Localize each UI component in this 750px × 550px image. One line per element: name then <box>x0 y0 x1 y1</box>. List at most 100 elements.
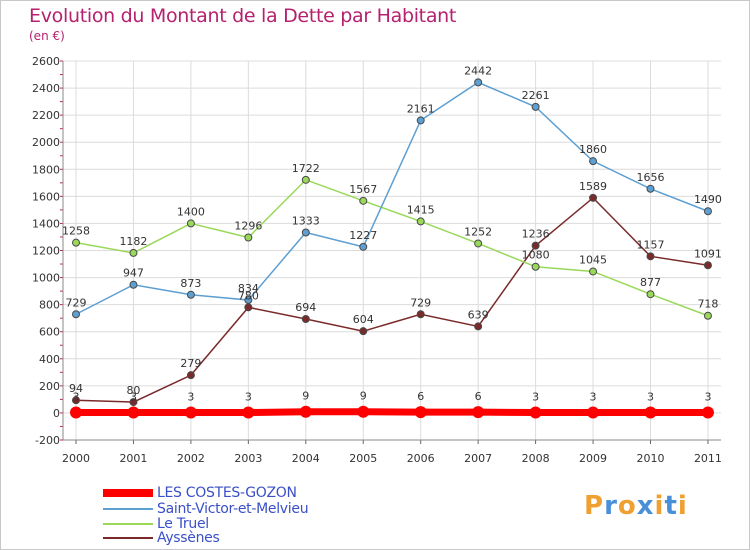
y-tick-label: 800 <box>39 299 60 312</box>
data-point <box>72 396 80 405</box>
data-label: 3 <box>187 391 194 404</box>
y-tick-label: 1200 <box>32 245 60 258</box>
data-label: 3 <box>532 391 539 404</box>
data-label: 1400 <box>177 205 205 218</box>
x-tick-label: 2005 <box>349 452 377 465</box>
data-point <box>472 406 485 419</box>
data-label: 1333 <box>292 214 320 227</box>
y-tick-label: 1000 <box>32 272 60 285</box>
data-label: 3 <box>704 391 711 404</box>
data-point <box>242 406 255 419</box>
y-tick-label: 1600 <box>32 190 60 203</box>
data-point <box>531 102 540 111</box>
legend-item-saint-victor-et-melvieu: Saint-Victor-et-Melvieu <box>103 501 309 517</box>
data-point <box>703 311 712 320</box>
proxiti-logo: Proxiti <box>584 491 688 521</box>
data-label: 3 <box>73 391 80 404</box>
y-tick-label: 2000 <box>32 136 60 149</box>
data-point <box>414 406 427 419</box>
data-point <box>703 261 712 270</box>
data-point <box>244 296 253 305</box>
x-tick-label: 2010 <box>637 452 665 465</box>
data-point <box>589 267 598 276</box>
data-point <box>127 406 140 419</box>
data-label: 9 <box>302 390 309 403</box>
data-point <box>474 78 483 87</box>
data-point <box>531 241 540 250</box>
data-label: 1227 <box>349 229 377 242</box>
data-point <box>589 157 598 166</box>
data-point <box>357 405 370 418</box>
data-point <box>416 217 425 226</box>
legend-label: Ayssènes <box>157 530 220 546</box>
data-label: 1415 <box>407 203 435 216</box>
data-label: 1656 <box>637 171 665 184</box>
x-tick-label: 2003 <box>234 452 262 465</box>
chart-subtitle: (en €) <box>29 29 65 43</box>
y-tick-label: -200 <box>35 434 60 447</box>
data-point <box>186 290 195 299</box>
data-label: 1490 <box>694 193 722 206</box>
data-label: 6 <box>475 390 482 403</box>
y-tick-label: 2600 <box>32 55 60 68</box>
y-tick-label: 0 <box>53 407 60 420</box>
data-label: 3 <box>245 391 252 404</box>
chart-title: Evolution du Montant de la Dette par Hab… <box>29 5 457 27</box>
data-point <box>416 310 425 319</box>
data-point <box>70 406 82 419</box>
data-label: 80 <box>126 384 140 397</box>
y-tick-label: 1400 <box>32 217 60 230</box>
y-tick-label: 600 <box>39 326 60 339</box>
data-label: 639 <box>468 308 489 321</box>
data-point <box>184 406 197 419</box>
data-point <box>474 239 483 248</box>
legend-label: LES COSTES-GOZON <box>157 485 297 501</box>
data-label: 1091 <box>694 247 722 260</box>
data-point <box>299 405 312 418</box>
data-point <box>589 193 598 202</box>
data-label: 873 <box>180 277 201 290</box>
legend-swatch <box>103 508 153 510</box>
data-label: 2442 <box>464 64 492 77</box>
data-label: 729 <box>66 296 87 309</box>
data-point <box>416 116 425 125</box>
data-label: 1567 <box>349 183 377 196</box>
x-tick-label: 2006 <box>407 452 435 465</box>
x-tick-label: 2008 <box>522 452 550 465</box>
y-tick-label: 400 <box>39 353 60 366</box>
data-label: 1258 <box>62 225 90 238</box>
data-point <box>646 252 655 261</box>
data-point <box>244 303 253 312</box>
data-label: 694 <box>295 301 316 314</box>
data-label: 834 <box>238 282 259 295</box>
data-point <box>359 327 368 336</box>
data-point <box>301 228 310 237</box>
data-point <box>701 406 714 419</box>
data-point <box>529 406 542 419</box>
data-label: 9 <box>360 390 367 403</box>
data-point <box>703 207 712 216</box>
data-label: 94 <box>69 382 83 395</box>
data-label: 2261 <box>522 89 550 102</box>
data-point <box>474 322 483 331</box>
legend-item-ayssenes: Ayssènes <box>103 530 220 546</box>
data-point <box>72 310 80 319</box>
x-tick-label: 2009 <box>579 452 607 465</box>
data-point <box>301 175 310 184</box>
series-line <box>75 81 709 315</box>
data-label: 947 <box>123 267 144 280</box>
legend-label: Le Truel <box>157 516 209 532</box>
data-point <box>186 219 195 228</box>
data-label: 3 <box>590 391 597 404</box>
data-point <box>646 184 655 193</box>
x-tick-label: 2002 <box>177 452 205 465</box>
data-point <box>301 314 310 323</box>
data-label: 1080 <box>522 249 550 262</box>
data-point <box>186 371 195 380</box>
data-label: 1157 <box>637 238 665 251</box>
data-point <box>531 262 540 271</box>
data-point <box>644 406 657 419</box>
data-point <box>646 290 655 299</box>
x-tick-label: 2004 <box>292 452 320 465</box>
